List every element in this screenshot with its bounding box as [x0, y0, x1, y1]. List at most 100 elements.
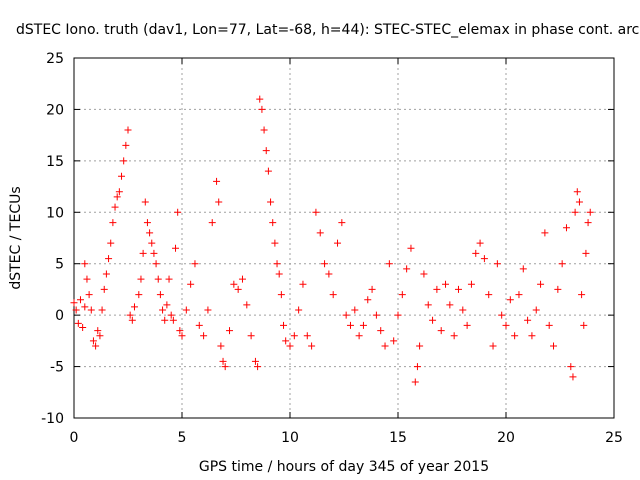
- data-point: [569, 373, 577, 381]
- data-point: [554, 285, 562, 293]
- data-point: [195, 321, 203, 329]
- data-point: [154, 275, 162, 283]
- y-tick-label: 15: [46, 154, 64, 170]
- data-point: [113, 193, 121, 201]
- data-point: [221, 363, 229, 371]
- data-point: [420, 270, 428, 278]
- data-point: [271, 239, 279, 247]
- y-axis-label: dSTEC / TECUs: [8, 186, 24, 289]
- data-point: [83, 275, 91, 283]
- data-point: [176, 327, 184, 335]
- data-point: [558, 260, 566, 268]
- x-tick-label: 10: [281, 430, 299, 446]
- data-point: [429, 316, 437, 324]
- data-point: [273, 260, 281, 268]
- data-point: [346, 321, 354, 329]
- data-point: [219, 357, 227, 365]
- data-point: [139, 249, 147, 257]
- y-tick-label: 0: [55, 308, 64, 324]
- data-point: [403, 265, 411, 273]
- data-point: [187, 280, 195, 288]
- data-point: [368, 285, 376, 293]
- data-point: [463, 321, 471, 329]
- y-tick-label: 25: [46, 51, 64, 67]
- data-point: [94, 327, 102, 335]
- data-point: [81, 260, 89, 268]
- data-point: [312, 208, 320, 216]
- data-point: [89, 337, 97, 345]
- data-point: [424, 301, 432, 309]
- data-point: [377, 327, 385, 335]
- data-point: [178, 332, 186, 340]
- y-tick-label: 10: [46, 205, 64, 221]
- data-point: [582, 249, 590, 257]
- data-point: [334, 239, 342, 247]
- data-point: [70, 299, 78, 307]
- data-point: [107, 239, 115, 247]
- data-point: [217, 342, 225, 350]
- data-point: [325, 270, 333, 278]
- data-point: [118, 172, 126, 180]
- data-point: [111, 203, 119, 211]
- data-point: [247, 332, 255, 340]
- data-point: [467, 280, 475, 288]
- data-point: [226, 327, 234, 335]
- data-point: [450, 332, 458, 340]
- data-point: [316, 229, 324, 237]
- y-tick-label: -10: [41, 411, 64, 427]
- data-point: [74, 319, 82, 327]
- data-point: [100, 285, 108, 293]
- x-tick-label: 15: [389, 430, 407, 446]
- data-point: [476, 239, 484, 247]
- data-point: [411, 378, 419, 386]
- data-point: [416, 342, 424, 350]
- data-point: [381, 342, 389, 350]
- x-axis-label: GPS time / hours of day 345 of year 2015: [199, 459, 489, 475]
- data-point: [575, 198, 583, 206]
- y-tick-label: -5: [50, 360, 64, 376]
- data-point: [169, 316, 177, 324]
- data-point: [156, 291, 164, 299]
- data-point: [254, 363, 262, 371]
- data-point: [290, 332, 298, 340]
- data-point: [126, 311, 134, 319]
- data-point: [215, 198, 223, 206]
- data-point: [238, 275, 246, 283]
- data-point: [105, 255, 113, 263]
- data-point: [355, 332, 363, 340]
- data-point: [262, 147, 270, 155]
- data-point: [204, 306, 212, 314]
- data-point: [295, 306, 303, 314]
- data-point: [519, 265, 527, 273]
- data-point: [102, 270, 110, 278]
- data-point: [85, 291, 93, 299]
- data-point: [98, 306, 106, 314]
- data-point: [550, 342, 558, 350]
- data-point: [528, 332, 536, 340]
- data-point: [282, 337, 290, 345]
- data-point: [143, 219, 151, 227]
- x-tick-label: 20: [497, 430, 515, 446]
- x-tick-label: 5: [178, 430, 187, 446]
- data-point: [394, 311, 402, 319]
- data-point: [303, 332, 311, 340]
- y-tick-label: 5: [55, 257, 64, 273]
- data-point: [122, 141, 130, 149]
- data-point: [308, 342, 316, 350]
- axis-ticks: 0 5 10 15 20 25 -10 -5 0 5 10 15 20 25: [41, 51, 623, 446]
- data-point: [407, 244, 415, 252]
- data-point: [130, 303, 138, 311]
- data-point: [573, 188, 581, 196]
- data-point: [109, 219, 117, 227]
- data-point: [191, 260, 199, 268]
- x-tick-label: 25: [605, 430, 623, 446]
- data-point: [87, 306, 95, 314]
- data-point: [81, 303, 89, 311]
- data-point: [571, 208, 579, 216]
- data-point: [433, 285, 441, 293]
- data-point: [159, 306, 167, 314]
- data-point: [338, 219, 346, 227]
- data-point: [172, 244, 180, 252]
- y-tick-label: 20: [46, 102, 64, 118]
- data-point: [72, 306, 80, 314]
